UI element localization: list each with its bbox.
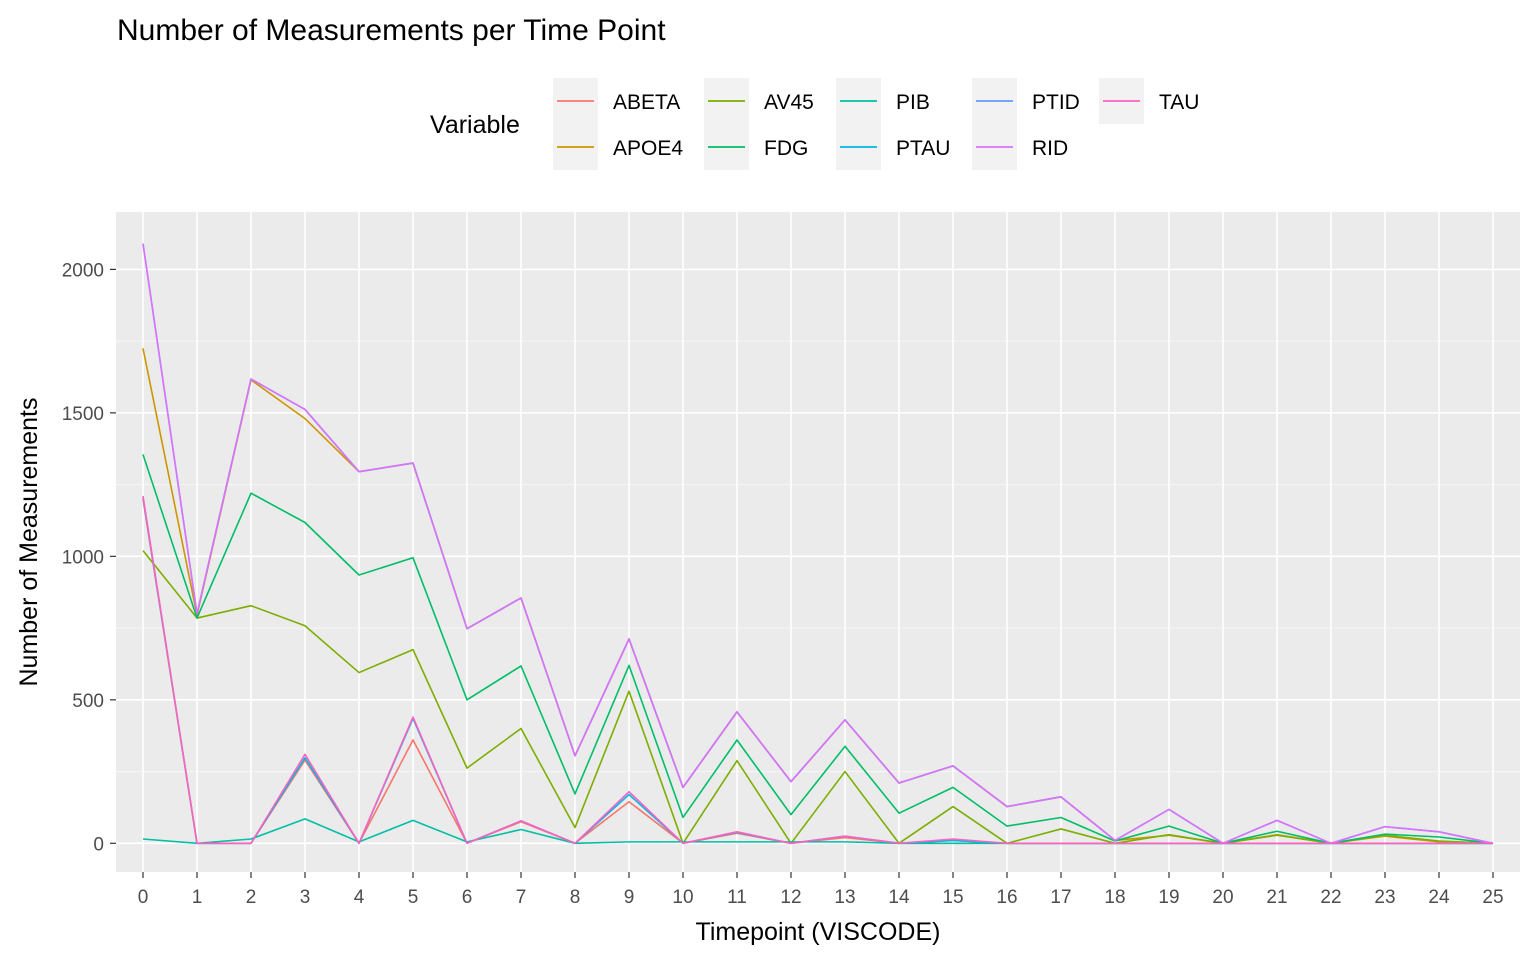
legend-label: PTID bbox=[1032, 91, 1080, 114]
series-line-tau bbox=[142, 495, 1493, 845]
y-tick-label: 1000 bbox=[62, 547, 104, 568]
y-tick-label: 2000 bbox=[62, 260, 104, 281]
series-line-av45 bbox=[142, 550, 1494, 845]
legend-label: AV45 bbox=[764, 91, 814, 114]
x-tick-label: 2 bbox=[246, 887, 257, 908]
x-tick-label: 16 bbox=[996, 887, 1017, 908]
x-tick-label: 19 bbox=[1158, 887, 1179, 908]
y-tick-label: 0 bbox=[93, 834, 104, 855]
x-tick-label: 4 bbox=[354, 887, 365, 908]
legend-label: APOE4 bbox=[613, 137, 683, 160]
plot-panel bbox=[116, 212, 1520, 872]
legend-label: FDG bbox=[764, 137, 808, 160]
y-tick-label: 1500 bbox=[62, 404, 104, 425]
series-lines bbox=[142, 243, 1494, 845]
y-axis-title: Number of Measurements bbox=[15, 397, 43, 686]
x-tick-label: 22 bbox=[1320, 887, 1341, 908]
chart-title: Number of Measurements per Time Point bbox=[117, 14, 666, 47]
legend-label: TAU bbox=[1159, 91, 1199, 114]
x-tick-label: 10 bbox=[672, 887, 693, 908]
legend-label: ABETA bbox=[613, 91, 680, 114]
x-tick-label: 7 bbox=[516, 887, 527, 908]
x-tick-label: 6 bbox=[462, 887, 473, 908]
x-tick-label: 8 bbox=[570, 887, 581, 908]
x-tick-label: 17 bbox=[1050, 887, 1071, 908]
y-tick-label: 500 bbox=[72, 691, 104, 712]
x-tick-label: 15 bbox=[942, 887, 963, 908]
x-tick-label: 18 bbox=[1104, 887, 1125, 908]
legend-label: PTAU bbox=[896, 137, 950, 160]
x-tick-label: 0 bbox=[138, 887, 149, 908]
series-line-fdg bbox=[142, 454, 1494, 845]
x-tick-label: 13 bbox=[834, 887, 855, 908]
x-axis-title: Timepoint (VISCODE) bbox=[696, 918, 941, 946]
x-tick-label: 9 bbox=[624, 887, 635, 908]
x-tick-label: 3 bbox=[300, 887, 311, 908]
x-tick-label: 14 bbox=[888, 887, 910, 908]
legend-label: RID bbox=[1032, 137, 1068, 160]
x-tick-label: 20 bbox=[1212, 887, 1233, 908]
x-tick-label: 5 bbox=[408, 887, 419, 908]
x-tick-label: 24 bbox=[1428, 887, 1450, 908]
series-line-rid bbox=[142, 243, 1494, 845]
x-tick-label: 11 bbox=[727, 887, 747, 908]
x-tick-label: 1 bbox=[192, 887, 203, 908]
legend-title: Variable bbox=[430, 111, 520, 139]
legend: Variable ABETA APOE4 AV45 FDG PIB PTAU PTID RID… bbox=[430, 78, 1199, 170]
x-tick-label: 23 bbox=[1374, 887, 1395, 908]
x-tick-label: 12 bbox=[780, 887, 801, 908]
x-tick-label: 21 bbox=[1266, 887, 1287, 908]
legend-label: PIB bbox=[896, 91, 930, 114]
x-tick-label: 25 bbox=[1482, 887, 1503, 908]
